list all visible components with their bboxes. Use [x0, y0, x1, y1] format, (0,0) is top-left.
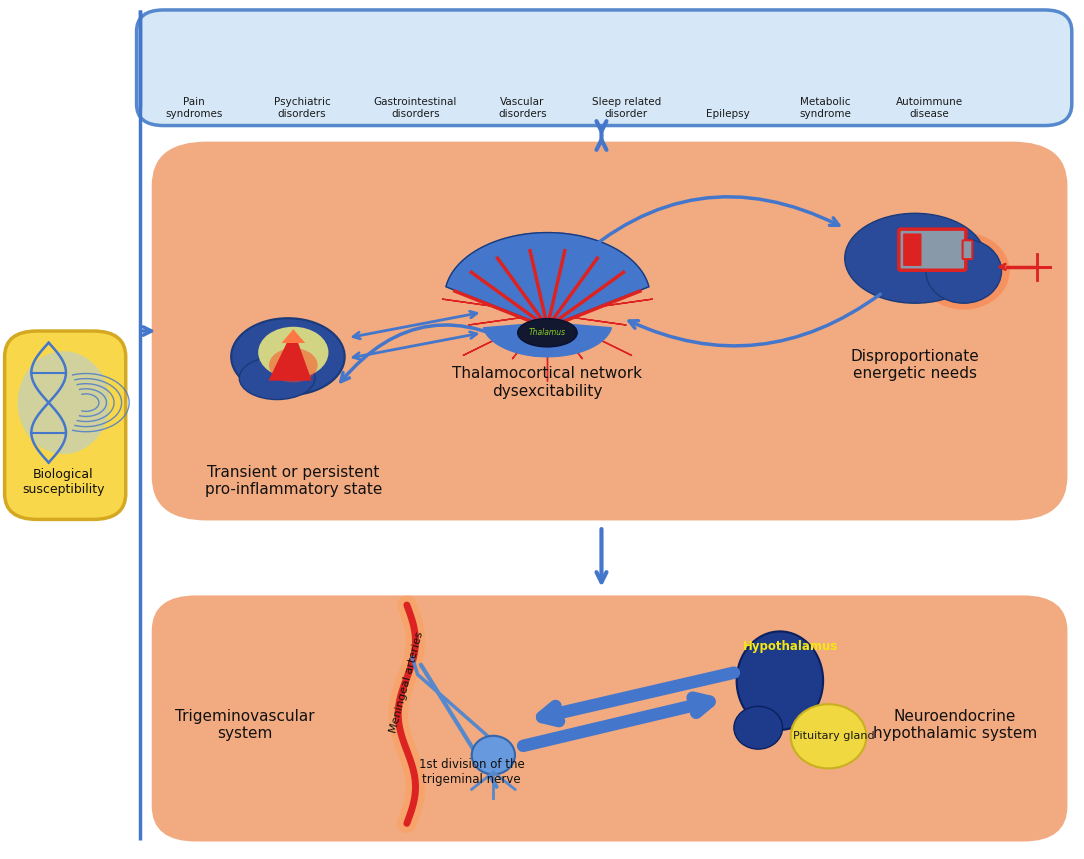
Ellipse shape: [231, 318, 345, 395]
Ellipse shape: [926, 239, 1002, 303]
FancyBboxPatch shape: [903, 234, 921, 266]
Ellipse shape: [918, 233, 1009, 309]
Ellipse shape: [844, 213, 985, 303]
Polygon shape: [463, 314, 547, 356]
Ellipse shape: [472, 736, 515, 774]
Text: Thalamus: Thalamus: [529, 328, 566, 338]
FancyBboxPatch shape: [899, 229, 966, 271]
FancyBboxPatch shape: [963, 241, 972, 259]
Text: Psychiatric
disorders: Psychiatric disorders: [273, 97, 331, 119]
Ellipse shape: [269, 348, 318, 382]
FancyBboxPatch shape: [4, 331, 126, 520]
Polygon shape: [483, 322, 611, 356]
Text: Pituitary gland: Pituitary gland: [793, 731, 875, 741]
Text: Vascular
disorders: Vascular disorders: [499, 97, 546, 119]
Polygon shape: [547, 283, 610, 314]
Text: Epilepsy: Epilepsy: [706, 109, 750, 119]
Polygon shape: [547, 314, 632, 356]
Polygon shape: [501, 253, 547, 314]
Text: Thalamocortical network
dysexcitability: Thalamocortical network dysexcitability: [452, 366, 643, 399]
Ellipse shape: [737, 631, 823, 730]
Polygon shape: [442, 299, 547, 314]
Text: Transient or persistent
pro-inflammatory state: Transient or persistent pro-inflammatory…: [205, 465, 382, 497]
Text: Disproportionate
energetic needs: Disproportionate energetic needs: [851, 349, 980, 381]
Polygon shape: [547, 253, 594, 314]
Polygon shape: [513, 314, 547, 359]
Text: Hypothalamus: Hypothalamus: [743, 640, 838, 653]
Text: Meningeal arteries: Meningeal arteries: [388, 631, 425, 734]
Ellipse shape: [790, 704, 866, 769]
Polygon shape: [547, 314, 582, 359]
Text: Gastrointestinal
disorders: Gastrointestinal disorders: [374, 97, 457, 119]
Text: Trigeminovascular
system: Trigeminovascular system: [175, 709, 314, 741]
Polygon shape: [446, 233, 649, 326]
Polygon shape: [468, 314, 547, 325]
FancyBboxPatch shape: [153, 143, 1067, 520]
Ellipse shape: [240, 356, 315, 399]
Text: Sleep related
disorder: Sleep related disorder: [592, 97, 661, 119]
Ellipse shape: [258, 326, 328, 378]
Polygon shape: [485, 283, 547, 314]
FancyBboxPatch shape: [137, 10, 1072, 125]
Ellipse shape: [17, 351, 109, 454]
Text: Pain
syndromes: Pain syndromes: [165, 97, 222, 119]
Ellipse shape: [734, 706, 783, 749]
Text: Neuroendocrine
hypothalamic system: Neuroendocrine hypothalamic system: [873, 709, 1037, 741]
Text: Metabolic
syndrome: Metabolic syndrome: [799, 97, 851, 119]
Text: Autoimmune
disease: Autoimmune disease: [895, 97, 963, 119]
Polygon shape: [547, 314, 627, 325]
Ellipse shape: [518, 319, 577, 347]
Text: 1st division of the
trigeminal nerve: 1st division of the trigeminal nerve: [418, 758, 525, 786]
Polygon shape: [547, 299, 653, 314]
FancyBboxPatch shape: [153, 596, 1067, 840]
Text: Biological
susceptibility: Biological susceptibility: [23, 468, 105, 496]
Polygon shape: [282, 329, 306, 343]
Polygon shape: [269, 329, 312, 381]
